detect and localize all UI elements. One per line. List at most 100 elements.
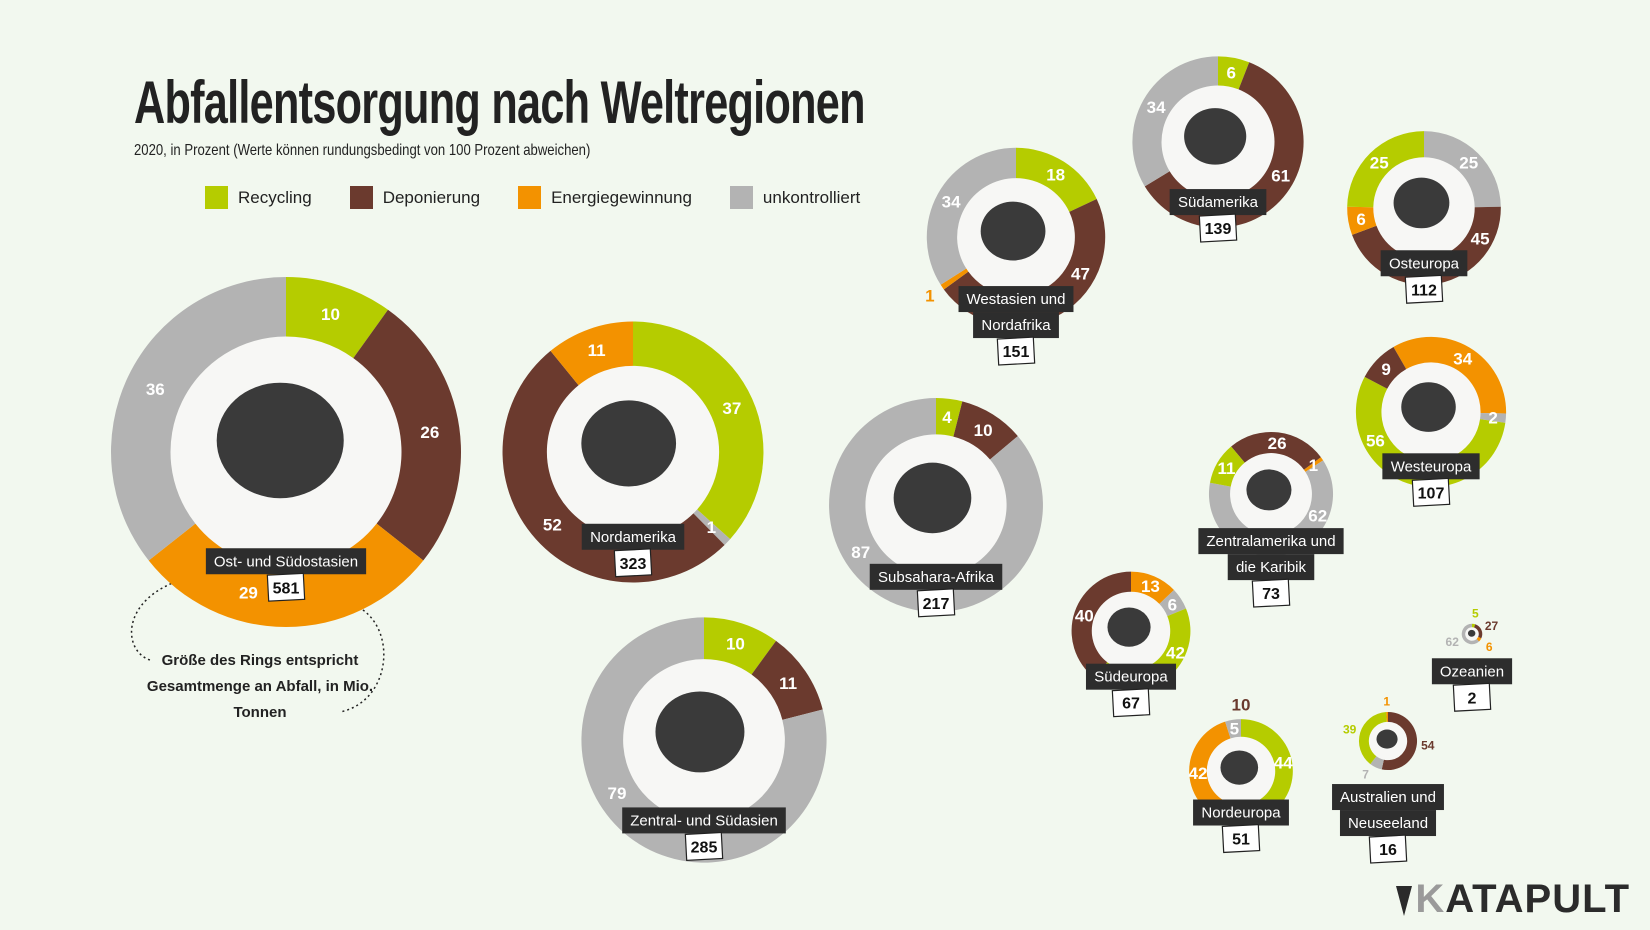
segment-value-label: 4	[942, 408, 952, 427]
segment-value-label: 54	[1421, 739, 1435, 753]
ring-segment-U	[1424, 131, 1501, 208]
total-box	[266, 572, 306, 602]
legend-label: unkontrolliert	[762, 187, 861, 207]
segment-value-label: 5	[1472, 606, 1479, 620]
segment-value-label: 6	[1486, 640, 1493, 654]
ring-segment-D	[353, 309, 461, 561]
segment-value-label: 27	[1485, 619, 1499, 633]
region-name-box	[1193, 799, 1289, 826]
segment-value-label: 10	[321, 305, 340, 324]
legend-item-energiegewinnung: Energiegewinnung	[518, 186, 692, 209]
region-total: 285	[691, 839, 718, 856]
segment-value-label: 34	[1147, 98, 1166, 117]
logo-icon	[1396, 885, 1413, 916]
region-name: Ozeanien	[1440, 663, 1504, 680]
region-name: Südeuropa	[1094, 669, 1168, 686]
segment-value-label: 13	[1141, 577, 1160, 596]
region-name: Westeuropa	[1391, 458, 1472, 475]
page-title: Abfallentsorgung nach Weltregionen	[134, 69, 865, 136]
legend: Recycling Deponierung Energiegewinnung u…	[205, 186, 898, 209]
region-name-box	[1227, 554, 1315, 581]
region-name-box	[581, 523, 685, 550]
segment-value-label: 47	[1071, 264, 1090, 283]
ring-segment-D	[1231, 431, 1321, 470]
ring-segment-E	[1131, 571, 1174, 604]
ring-segment-U	[1480, 413, 1507, 423]
subtitle: 2020, in Prozent (Werte können rundungsb…	[134, 142, 591, 159]
ring-segment-E	[1189, 721, 1234, 822]
region-ring: Subsahara-Afrika 217 4 10 87	[829, 398, 1043, 618]
segment-value-label: 45	[1471, 229, 1490, 248]
segment-value-label: 2	[1488, 408, 1497, 427]
legend-item-unkontrolliert: unkontrolliert	[729, 186, 861, 209]
region-name-box	[958, 286, 1074, 313]
region-map-shape	[1393, 177, 1450, 229]
legend-swatch	[349, 186, 373, 209]
ring-segment-D	[1364, 346, 1407, 389]
ring-segment-E	[1476, 636, 1482, 642]
ring-segment-R	[936, 398, 963, 437]
ring-segment-R	[633, 321, 764, 540]
region-name: Nordafrika	[981, 317, 1051, 334]
ring-segment-U	[1159, 589, 1186, 617]
region-map-shape	[1467, 629, 1476, 637]
region-total: 581	[273, 580, 300, 597]
region-map-shape	[581, 400, 677, 487]
legend-swatch	[518, 186, 542, 209]
ring-segment-D	[1071, 571, 1131, 679]
segment-value-label: 5	[1230, 720, 1239, 739]
segment-value-label: 62	[1446, 635, 1460, 649]
total-box	[684, 831, 724, 861]
ring-segment-D	[502, 350, 725, 583]
region-total: 323	[620, 556, 647, 573]
region-name-box	[1339, 810, 1437, 837]
segment-value-label: 34	[942, 192, 961, 211]
ring-segment-D	[1144, 62, 1304, 228]
ring-segment-U	[693, 509, 731, 545]
region-name: Zentral- und Südasien	[630, 812, 778, 829]
region-map-shape	[1246, 469, 1292, 511]
ring-segment-D	[751, 640, 823, 720]
total-box	[613, 548, 653, 578]
ring-segment-E	[550, 321, 633, 386]
region-name: Osteuropa	[1389, 255, 1460, 272]
region-name-box	[622, 807, 786, 834]
region-name-box	[973, 312, 1059, 339]
total-box	[996, 336, 1036, 366]
segment-value-label: 40	[1075, 606, 1094, 625]
segment-value-label: 42	[1166, 643, 1185, 662]
region-name: Nordeuropa	[1201, 805, 1281, 822]
segment-value-label: 7	[1362, 768, 1369, 782]
segment-value-label: 29	[239, 583, 258, 602]
ring-segment-R	[1241, 719, 1293, 819]
region-total: 217	[923, 596, 950, 613]
segment-value-label: 11	[1218, 459, 1236, 478]
segment-value-label: 1	[925, 287, 934, 306]
region-ring: Südamerika 139 6 61 34	[1132, 56, 1304, 243]
segment-value-label: 62	[1308, 507, 1327, 526]
region-name: Neuseeland	[1348, 815, 1428, 832]
region-ring: Ost- und Südostasien 581 10 26 29 36	[111, 277, 461, 628]
total-box	[1111, 688, 1151, 718]
total-box	[1368, 834, 1408, 864]
ring-segment-R	[704, 617, 777, 675]
region-name-box	[1198, 528, 1344, 555]
segment-value-label: 25	[1370, 154, 1389, 173]
segment-value-label: 39	[1343, 723, 1357, 737]
region-ring: Ozeanien 2 5 27 6 62	[1431, 606, 1513, 712]
region-name-box	[869, 563, 1003, 590]
ring-segment-E	[1303, 457, 1324, 472]
region-name-box	[1380, 250, 1468, 277]
segment-value-label: 26	[1268, 434, 1287, 453]
region-ring: Westasien und Nordafrika 151 18 47 1 34	[925, 147, 1106, 366]
region-map-shape	[1220, 750, 1259, 785]
segment-value-label: 34	[1453, 349, 1472, 368]
ring-segment-R	[286, 277, 388, 359]
segment-value-label: 1	[1309, 456, 1318, 475]
region-map-shape	[216, 382, 344, 499]
segment-value-label: 44	[1274, 753, 1293, 772]
region-name: Australien und	[1340, 789, 1436, 806]
region-ring: Nordamerika 323 37 1 52 11	[502, 321, 764, 583]
region-ring: Australien und Neuseeland 16 54 7 39 1	[1332, 694, 1444, 864]
region-ring: Nordeuropa 51 44 10 42 5	[1189, 695, 1293, 854]
